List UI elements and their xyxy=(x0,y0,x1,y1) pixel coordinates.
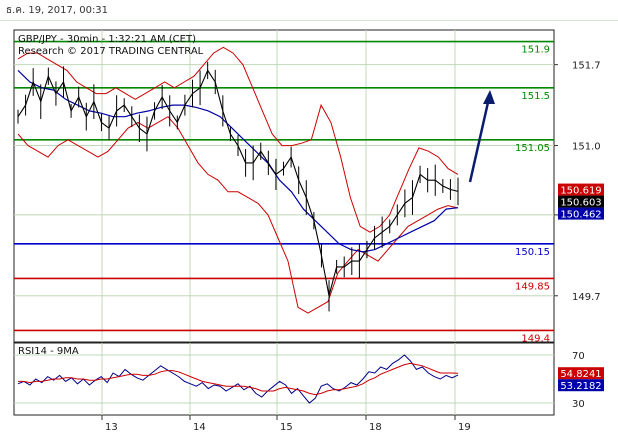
x-tick-label: 14 xyxy=(193,422,206,433)
rsi-ma-line xyxy=(18,362,459,396)
level-label: 150.15 xyxy=(515,247,550,258)
rsi-tag-box xyxy=(558,367,604,380)
rsi-tag-label: 54.8241 xyxy=(560,369,601,380)
forecast-arrowhead xyxy=(483,90,495,104)
rsi-line xyxy=(17,354,459,404)
rsi-title: RSI14 - 9MA xyxy=(18,346,79,357)
bollinger-upper xyxy=(17,46,459,233)
rsi-tick-label: 70 xyxy=(572,351,585,362)
price-tag-box xyxy=(558,207,604,220)
y-tick-label: 149.7 xyxy=(572,292,601,303)
forecast-arrow-line xyxy=(468,97,491,183)
price-tag-label: 150.462 xyxy=(560,210,601,221)
rsi-grid xyxy=(14,343,554,415)
x-tick-label: 19 xyxy=(458,422,471,433)
price-levels: 151.9 151.5 151.05 150.15 149.85 149.4 xyxy=(14,40,554,344)
level-label: 151.5 xyxy=(521,91,550,102)
x-tick-label: 18 xyxy=(369,422,382,433)
ma-line xyxy=(17,69,459,253)
rsi-tick-label: 30 xyxy=(572,399,585,410)
x-tick-label: 15 xyxy=(280,422,293,433)
forecast-arrow xyxy=(468,90,495,183)
price-panel: 151.9 151.5 151.05 150.15 149.85 149.4 GBP/JP… xyxy=(13,29,555,344)
price-tag-box xyxy=(558,195,604,208)
y-tick-label: 151.7 xyxy=(572,61,601,72)
rsi-tag-box xyxy=(558,379,604,392)
y-tick-label: 151.0 xyxy=(572,142,601,153)
rsi-tag-label: 53.2182 xyxy=(560,381,601,392)
timestamp-label: ธ.ค. 19, 2017, 00:31 xyxy=(6,5,109,16)
top-bar: ธ.ค. 19, 2017, 00:31 xyxy=(0,0,618,21)
rsi-lines xyxy=(17,354,459,404)
chart-subtitle: Research © 2017 TRADING CENTRAL xyxy=(18,46,204,57)
level-label: 151.05 xyxy=(515,143,550,154)
price-tag-label: 150.603 xyxy=(560,198,601,209)
level-label: 149.85 xyxy=(515,281,550,292)
price-series xyxy=(17,61,459,312)
price-tag-box xyxy=(558,183,604,196)
moving-average xyxy=(17,69,459,253)
bollinger-bands xyxy=(17,46,459,314)
chart-title: GBP/JPY - 30min - 1:32:21 AM (CET) xyxy=(18,34,196,45)
time-axis: 13 14 15 18 19 xyxy=(101,415,471,433)
rsi-panel: RSI14 - 9MA xyxy=(13,342,555,416)
bollinger-lower xyxy=(17,116,459,314)
level-label: 149.4 xyxy=(521,333,550,344)
level-label: 151.9 xyxy=(521,45,550,56)
price-tag-label: 150.619 xyxy=(560,186,601,197)
x-tick-label: 13 xyxy=(105,422,118,433)
rsi-axis: 30 70 xyxy=(572,351,585,410)
